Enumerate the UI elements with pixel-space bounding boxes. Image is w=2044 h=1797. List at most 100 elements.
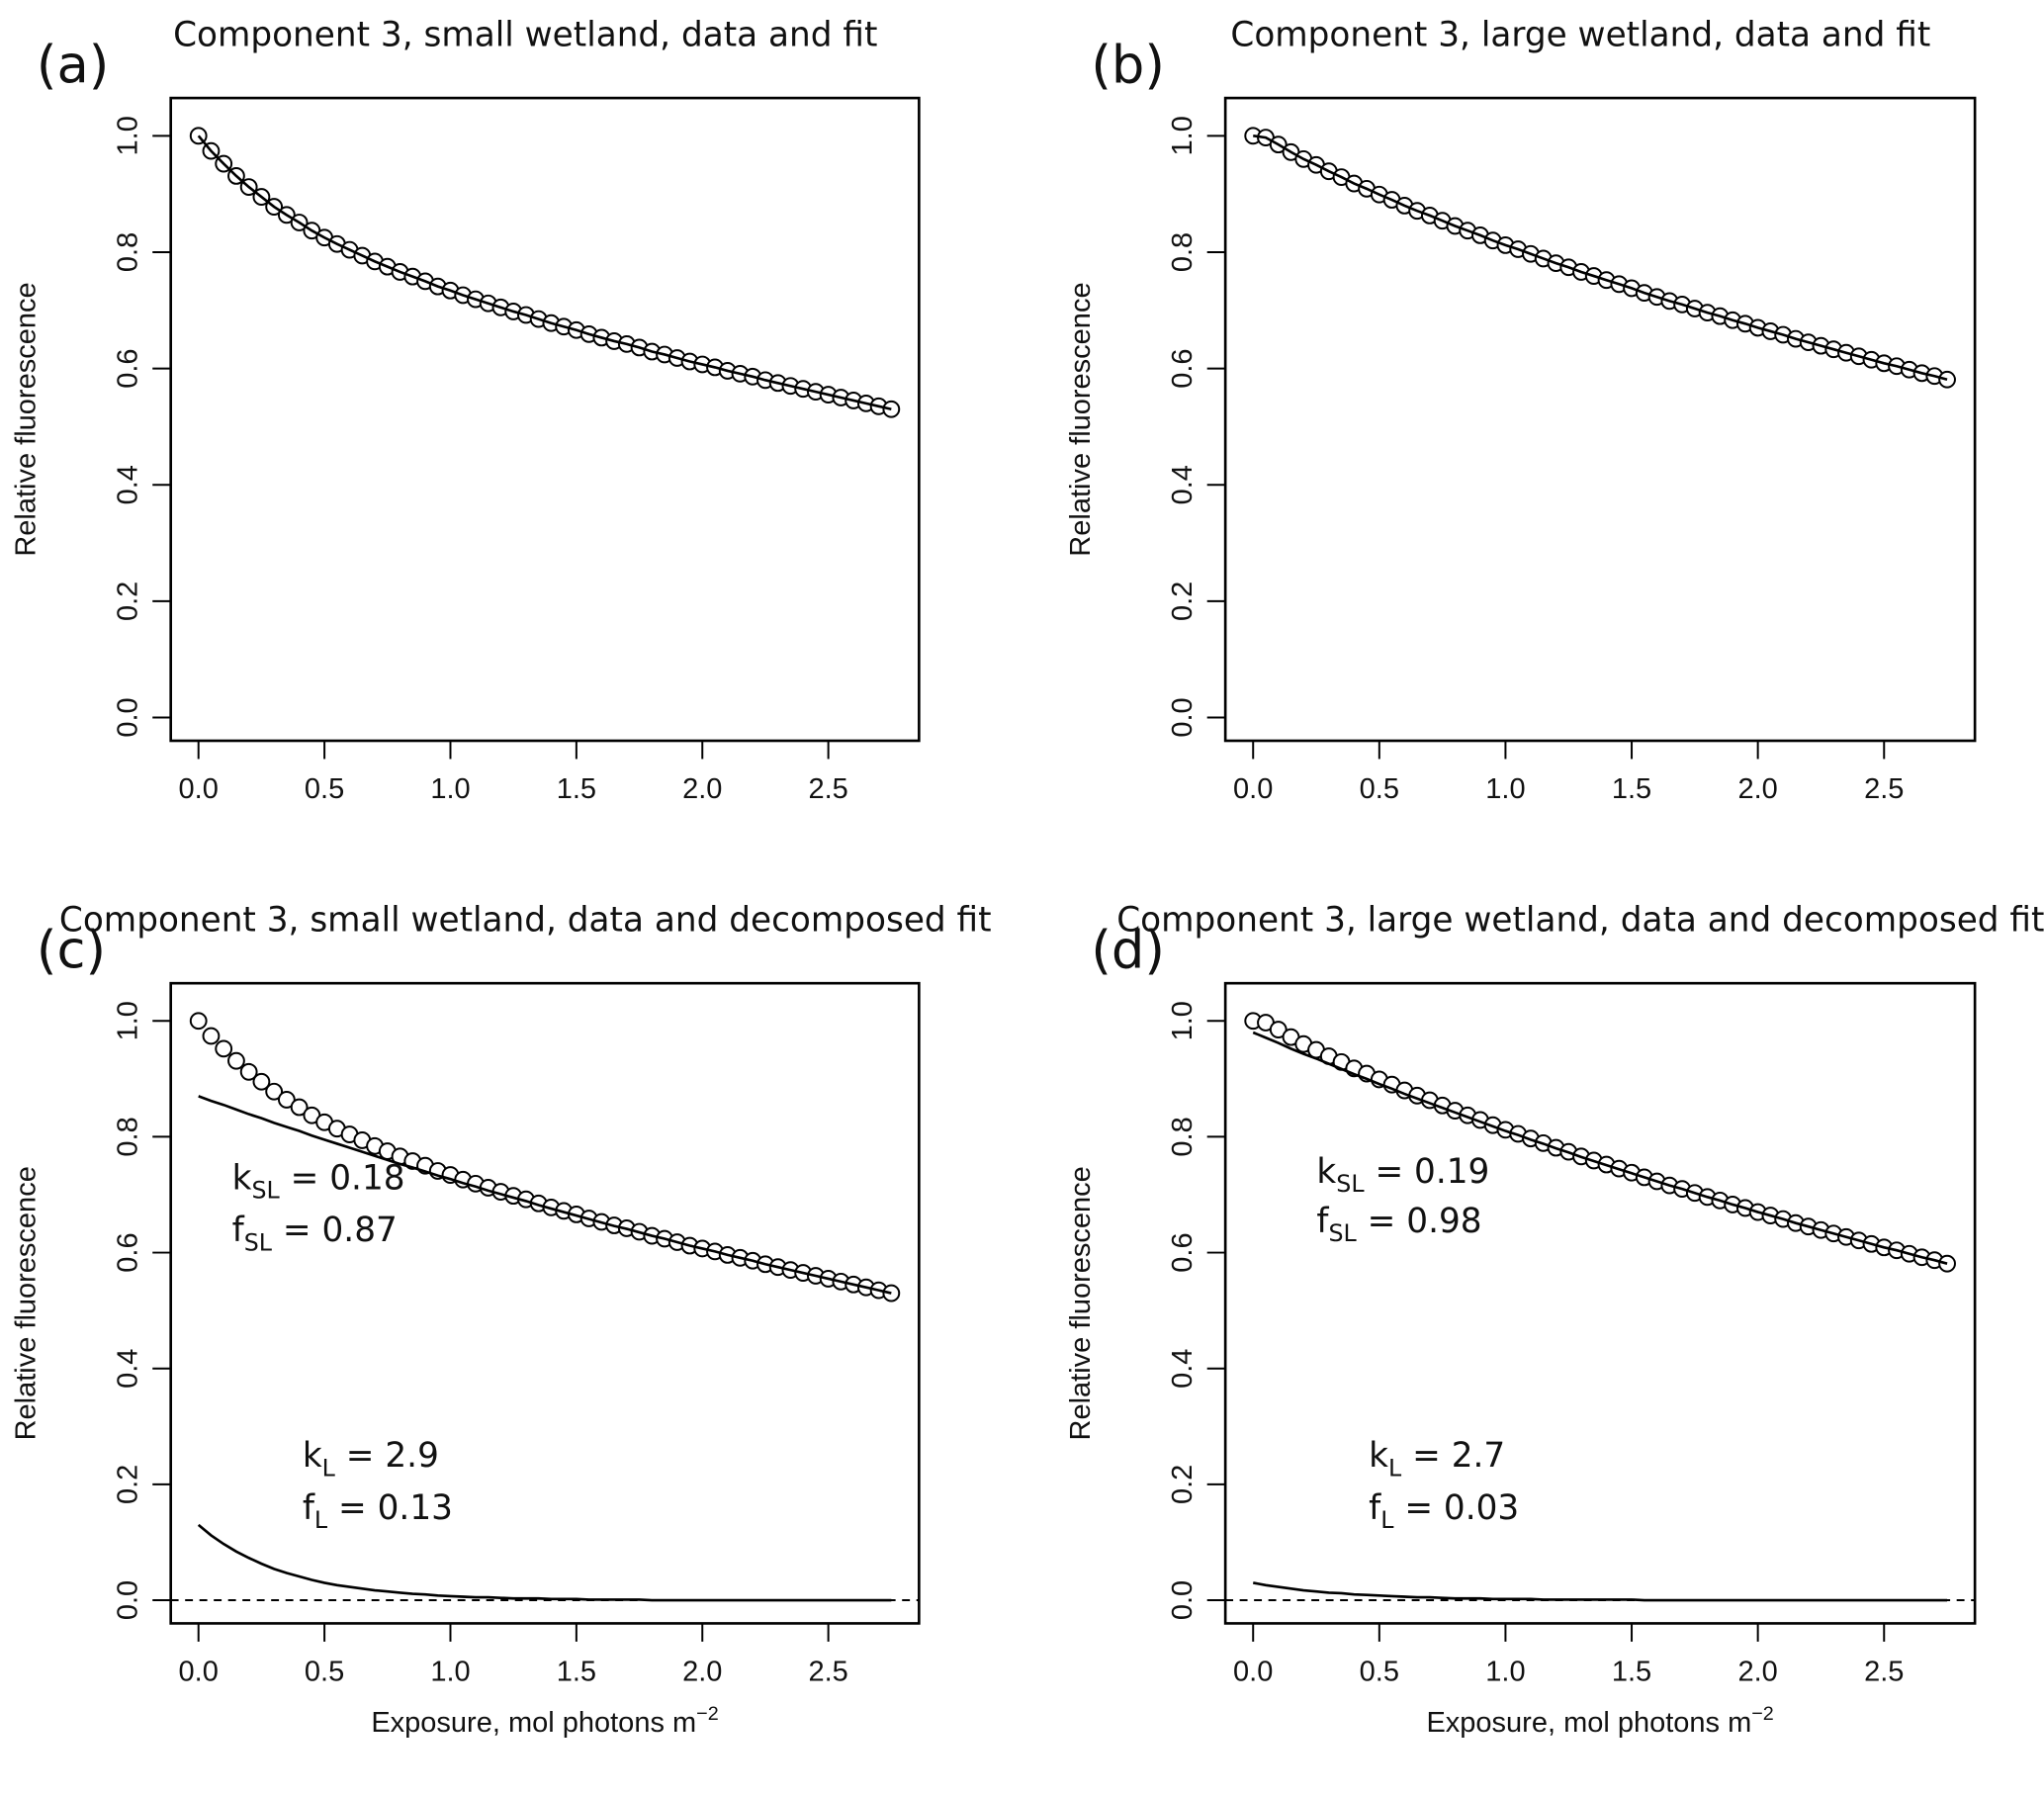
chart-title: Component 3, large wetland, data and fit [1230,16,1930,55]
panel: (b) Component 3, large wetland, data and … [1065,16,1977,805]
x-axis-label-text: Exposure, mol photons m [1426,1707,1751,1739]
annotation-text: = 0.19 [1365,1152,1490,1192]
y-tick-label: 0.8 [112,1117,143,1156]
x-tick-label: 1.0 [430,1656,470,1687]
annotation: fL = 0.13 [303,1488,453,1534]
y-tick-label: 0.6 [1167,1232,1199,1272]
x-tick-label: 2.0 [682,1656,722,1687]
annotation-subscript: SL [1329,1219,1358,1247]
chart-title: Component 3, small wetland, data and dec… [59,901,992,941]
annotation: fSL = 0.98 [1316,1202,1481,1247]
annotation-subscript: SL [244,1228,273,1256]
x-tick-label: 1.5 [1612,773,1651,805]
annotation-symbol: f [232,1211,245,1250]
data-point [1269,1021,1288,1038]
data-point [882,1284,901,1303]
panel-tag: (d) [1091,920,1165,980]
x-tick-label: 0.5 [1360,1656,1399,1687]
data-point [202,1027,221,1045]
x-axis-label-text: Exposure, mol photons m [371,1707,696,1739]
x-tick-label: 0.0 [179,773,219,805]
annotation-text: = 2.7 [1401,1436,1505,1476]
annotation-subscript: L [322,1454,336,1482]
y-tick-label: 0.0 [112,1580,143,1620]
y-tick-label: 0.6 [1167,348,1199,388]
data-point [290,1098,309,1117]
chart-title: Component 3, large wetland, data and dec… [1116,901,2044,941]
y-tick-label: 0.6 [112,348,143,388]
annotation-symbol: k [303,1436,322,1476]
y-tick-label: 0.2 [112,1465,143,1504]
x-axis-label: Exposure, mol photons m−2 [1426,1703,1773,1739]
annotation-symbol: k [1316,1152,1336,1192]
fit-line [1252,1031,1948,1265]
x-tick-label: 0.5 [305,773,344,805]
annotation: kL = 2.9 [303,1436,439,1482]
x-tick-label: 0.5 [1360,773,1399,805]
data-point [277,1091,296,1109]
x-axis-label: Exposure, mol photons m−2 [371,1703,718,1739]
annotation-subscript: L [314,1506,328,1534]
y-tick-label: 0.4 [112,465,143,504]
data-point [882,400,901,418]
x-tick-label: 1.0 [1485,773,1525,805]
x-axis-label-sup: −2 [1751,1703,1774,1725]
annotation-subscript: SL [1336,1170,1365,1198]
data-point [265,1082,284,1101]
annotation-text: = 0.18 [280,1158,405,1198]
y-tick-label: 0.4 [1167,1349,1199,1389]
x-tick-label: 1.5 [557,773,596,805]
y-tick-label: 0.4 [1167,465,1199,504]
annotation-text: = 0.87 [272,1211,398,1250]
y-axis-label: Relative fluorescence [1065,1166,1097,1440]
annotation: kSL = 0.18 [232,1158,405,1204]
annotation: fSL = 0.87 [232,1211,398,1256]
y-tick-label: 0.2 [112,582,143,621]
data-point [239,1062,258,1081]
annotation: fL = 0.03 [1369,1488,1519,1534]
y-tick-label: 1.0 [112,1001,143,1040]
plot-frame [169,96,921,743]
fit-line [1252,1581,1948,1602]
data-point [215,1039,233,1058]
y-tick-label: 1.0 [1167,1001,1199,1040]
annotation-text: = 0.98 [1357,1202,1482,1241]
y-tick-label: 0.4 [112,1349,143,1389]
x-tick-label: 2.5 [808,1656,847,1687]
annotation: kSL = 0.19 [1316,1152,1489,1198]
fit-line [197,1523,892,1602]
annotation-text: = 0.13 [327,1488,453,1528]
fit-line [197,135,892,411]
y-tick-label: 0.6 [112,1232,143,1272]
panel: (a) Component 3, small wetland, data and … [11,16,921,805]
y-tick-label: 0.8 [112,232,143,272]
x-tick-label: 2.0 [1737,773,1777,805]
x-tick-label: 0.0 [1233,1656,1273,1687]
x-tick-label: 0.5 [305,1656,344,1687]
annotation-subscript: SL [251,1177,280,1205]
fit-line [198,1095,892,1295]
panel: (d)Component 3, large wetland, data and … [1065,901,2044,1739]
panel-tag: (c) [37,920,106,980]
y-tick-label: 0.8 [1167,232,1199,272]
annotation-text: = 2.9 [335,1436,439,1476]
x-tick-label: 2.0 [682,773,722,805]
data-point [189,1012,208,1031]
annotation-subscript: L [1388,1454,1402,1482]
annotation-symbol: k [1369,1436,1388,1476]
y-tick-label: 0.2 [1167,1465,1199,1504]
x-tick-label: 0.0 [1233,773,1273,805]
annotation-text: = 0.03 [1393,1488,1519,1528]
x-tick-label: 2.5 [1864,773,1904,805]
y-tick-label: 0.0 [1167,697,1199,737]
chart-title: Component 3, small wetland, data and fit [173,16,877,55]
y-tick-label: 1.0 [1167,116,1199,155]
x-tick-label: 1.0 [1485,1656,1525,1687]
x-tick-label: 2.0 [1737,1656,1777,1687]
y-axis-label: Relative fluorescence [11,282,43,556]
data-point [1938,370,1956,389]
annotation-symbol: f [303,1488,315,1528]
annotation: kL = 2.7 [1369,1436,1505,1482]
